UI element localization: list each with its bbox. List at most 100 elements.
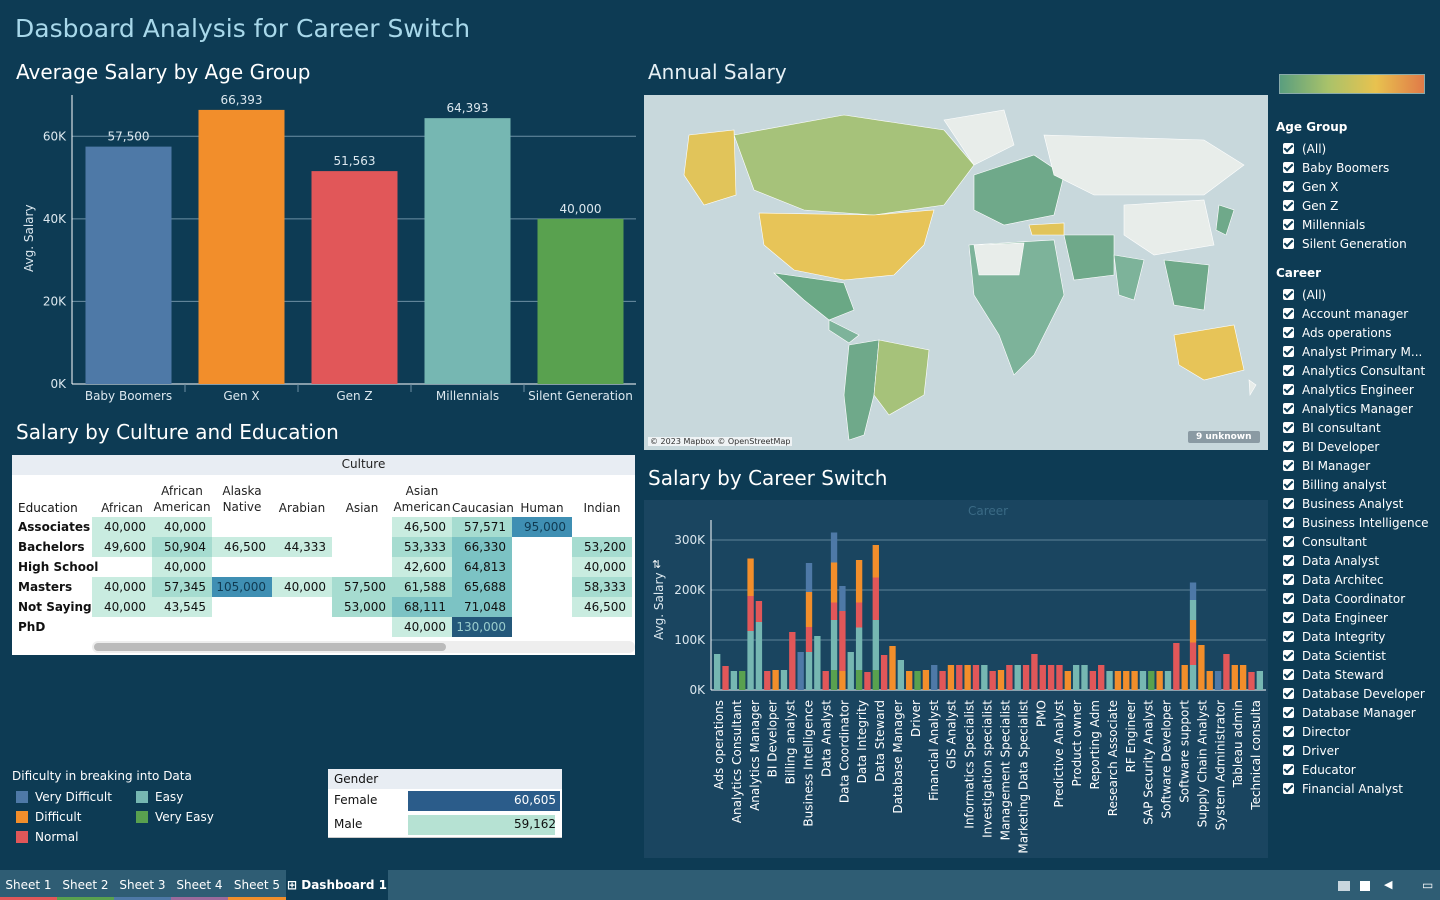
career-bar-segment[interactable] [1081,665,1088,690]
age-filter-option[interactable]: Gen Z [1283,196,1338,215]
salary-cell[interactable]: 53,200 [572,537,632,557]
checkbox-checked-icon[interactable] [1283,593,1294,604]
career-bar-segment[interactable] [1189,642,1197,666]
salary-cell[interactable]: 46,500 [572,597,632,617]
career-bar-segment[interactable] [981,665,988,690]
career-filter-option[interactable]: BI Manager [1283,456,1370,475]
checkbox-checked-icon[interactable] [1283,308,1294,319]
checkbox-checked-icon[interactable] [1283,536,1294,547]
age-filter-option[interactable]: Silent Generation [1283,234,1407,253]
checkbox-checked-icon[interactable] [1283,745,1294,756]
career-bar-segment[interactable] [1022,665,1030,690]
checkbox-checked-icon[interactable] [1283,143,1294,154]
career-bar-segment[interactable] [780,670,788,690]
sort-icon[interactable]: ⇅ [652,558,662,571]
salary-cell[interactable] [272,597,332,617]
sheet-tab[interactable]: Sheet 4 [171,870,228,900]
career-bar-segment[interactable] [872,620,879,670]
salary-cell[interactable]: 130,000 [452,617,512,637]
checkbox-checked-icon[interactable] [1283,650,1294,661]
career-filter-option[interactable]: Director [1283,722,1350,741]
checkbox-checked-icon[interactable] [1283,688,1294,699]
career-bar-segment[interactable] [1014,665,1021,690]
table-horizontal-scrollbar[interactable] [94,643,446,651]
salary-cell[interactable]: 40,000 [92,517,152,537]
age-filter-option[interactable]: Gen X [1283,177,1338,196]
career-filter-option[interactable]: BI consultant [1283,418,1381,437]
career-filter-option[interactable]: Data Analyst [1283,551,1379,570]
age-bar[interactable] [537,218,624,384]
salary-cell[interactable]: 40,000 [272,577,332,597]
salary-cell[interactable]: 64,813 [452,557,512,577]
checkbox-checked-icon[interactable] [1283,238,1294,249]
salary-cell[interactable]: 105,000 [212,577,272,597]
previous-sheet-icon[interactable]: ◀ [1384,878,1393,891]
salary-cell[interactable]: 40,000 [152,517,212,537]
career-bar-segment[interactable] [1206,671,1213,690]
career-bar-segment[interactable] [1064,671,1071,690]
career-bar-segment[interactable] [1056,665,1063,690]
career-bar-segment[interactable] [830,532,838,563]
age-filter-option[interactable]: (All) [1283,139,1326,158]
career-bar-segment[interactable] [880,655,888,690]
unknown-badge[interactable]: 9 unknown [1188,431,1260,443]
career-bar-segment[interactable] [922,670,930,690]
checkbox-checked-icon[interactable] [1283,498,1294,509]
career-bar-segment[interactable] [1189,600,1197,620]
salary-cell[interactable]: 71,048 [452,597,512,617]
career-bar-segment[interactable] [755,622,763,690]
career-bar-segment[interactable] [1173,643,1180,690]
salary-cell[interactable] [212,557,272,577]
career-filter-option[interactable]: Educator [1283,760,1356,779]
checkbox-checked-icon[interactable] [1283,200,1294,211]
checkbox-checked-icon[interactable] [1283,384,1294,395]
career-bar-segment[interactable] [872,545,879,578]
checkbox-checked-icon[interactable] [1283,403,1294,414]
checkbox-checked-icon[interactable] [1283,707,1294,718]
checkbox-checked-icon[interactable] [1283,555,1294,566]
career-bar-segment[interactable] [914,671,921,690]
checkbox-checked-icon[interactable] [1283,289,1294,300]
salary-cell[interactable] [212,597,272,617]
salary-cell[interactable] [572,617,632,637]
checkbox-checked-icon[interactable] [1283,181,1294,192]
career-filter-option[interactable]: BI Developer [1283,437,1379,456]
career-bar-segment[interactable] [839,671,846,690]
career-bar-segment[interactable] [764,671,771,690]
sheet-tab[interactable]: Sheet 1 [0,870,57,900]
salary-cell[interactable] [512,537,572,557]
career-filter-option[interactable]: Driver [1283,741,1339,760]
career-bar-segment[interactable] [1189,582,1197,601]
salary-cell[interactable]: 57,500 [332,577,392,597]
checkbox-checked-icon[interactable] [1283,365,1294,376]
career-bar-segment[interactable] [939,671,946,690]
salary-cell[interactable]: 50,904 [152,537,212,557]
career-filter-option[interactable]: Analytics Consultant [1283,361,1425,380]
checkbox-checked-icon[interactable] [1283,726,1294,737]
salary-cell[interactable]: 53,333 [392,537,452,557]
career-bar-segment[interactable] [1256,671,1263,690]
career-filter-option[interactable]: Data Steward [1283,665,1384,684]
career-filter-option[interactable]: Billing analyst [1283,475,1386,494]
career-bar-segment[interactable] [956,665,963,690]
salary-cell[interactable] [272,517,332,537]
salary-cell[interactable]: 43,545 [152,597,212,617]
career-bar-segment[interactable] [747,558,754,597]
career-bar-segment[interactable] [947,665,955,690]
sheet-tab[interactable]: Sheet 3 [114,870,171,900]
career-bar-segment[interactable] [855,560,863,603]
salary-cell[interactable]: 44,333 [272,537,332,557]
salary-cell[interactable] [512,557,572,577]
career-bar-segment[interactable] [1039,665,1046,690]
gender-row[interactable]: Female 60,605 [328,789,562,814]
checkbox-checked-icon[interactable] [1283,669,1294,680]
career-bar-segment[interactable] [1089,671,1097,690]
career-bar-segment[interactable] [872,577,879,621]
career-bar-segment[interactable] [814,636,821,690]
age-bar[interactable] [85,146,172,384]
sheet-tab[interactable]: Sheet 2 [57,870,114,900]
checkbox-checked-icon[interactable] [1283,441,1294,452]
career-bar-segment[interactable] [1198,645,1205,690]
career-bar-segment[interactable] [1189,665,1197,690]
career-filter-option[interactable]: Database Manager [1283,703,1416,722]
